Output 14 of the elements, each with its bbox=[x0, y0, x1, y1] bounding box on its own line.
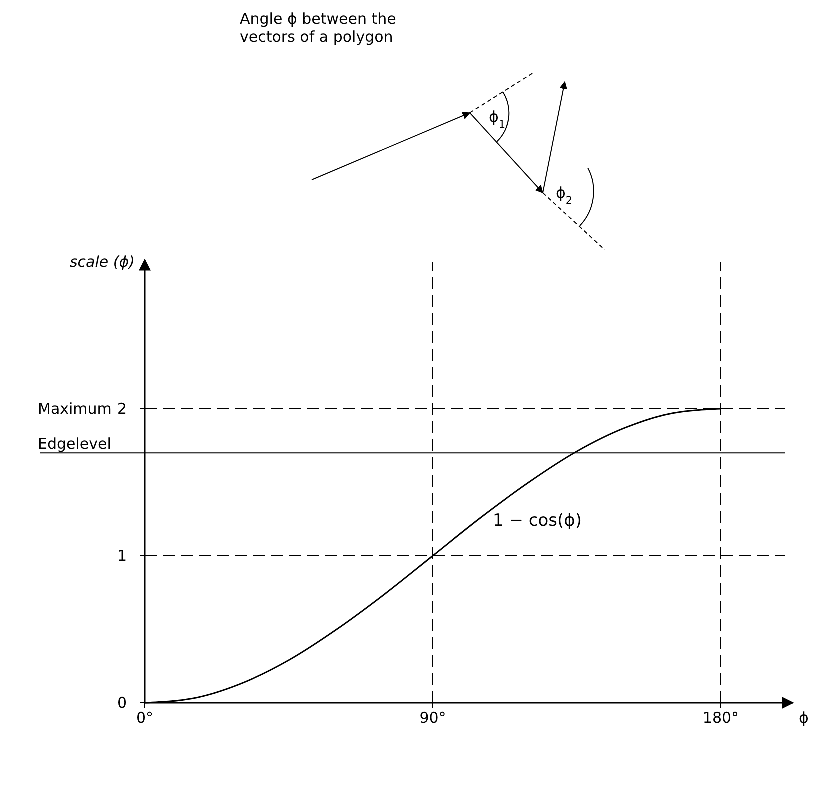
x-tick-label: 0° bbox=[136, 709, 154, 727]
ref-line-label: Maximum bbox=[38, 400, 112, 418]
x-tick-label: 90° bbox=[420, 709, 446, 727]
ref-line-label: Edgelevel bbox=[38, 435, 112, 454]
y-tick-label: 2 bbox=[117, 400, 127, 418]
y-tick-label: 0 bbox=[117, 694, 127, 712]
text: ϕ$_{1}$ bbox=[489, 108, 506, 131]
text: ϕ$_{2}$ bbox=[556, 184, 573, 207]
text: Angle ϕ between the vectors of a polygon bbox=[240, 10, 398, 46]
series-label: 1 − cos(ϕ) bbox=[493, 510, 582, 531]
x-axis-title: ϕ bbox=[799, 709, 809, 727]
y-tick-label: 1 bbox=[117, 547, 127, 565]
y-axis-title: scale (ϕ) bbox=[70, 253, 135, 271]
x-tick-label: 180° bbox=[702, 709, 740, 727]
